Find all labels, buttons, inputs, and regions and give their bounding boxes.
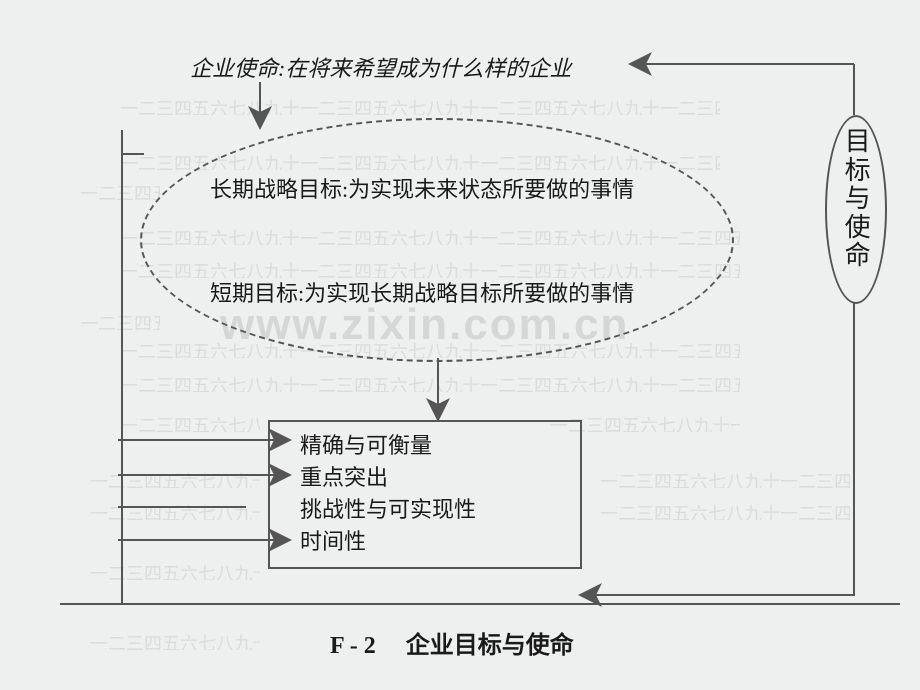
goals-ellipse	[140, 118, 734, 362]
criteria-item: 挑战性与可实现性	[300, 496, 476, 525]
criteria-item: 时间性	[300, 528, 366, 557]
long-term-goal-text: 长期战略目标:为实现未来状态所要做的事情	[210, 176, 634, 205]
mission-statement: 企业使命:在将来希望成为什么样的企业	[190, 55, 571, 84]
criteria-item: 精确与可衡量	[300, 432, 432, 461]
side-vertical-label: 目标与使命	[842, 128, 873, 271]
diagram-stage: 一二三四五六七八九十一二三四五六七八九十一二三四五六七八九十一二三四五六七八九十…	[0, 0, 920, 690]
caption-label: F - 2	[330, 633, 376, 659]
caption-title: 企业目标与使命	[406, 633, 574, 659]
short-term-goal-text: 短期目标:为实现长期战略目标所要做的事情	[210, 280, 634, 309]
criteria-item: 重点突出	[300, 464, 388, 493]
figure-caption: F - 2 企业目标与使命	[330, 625, 574, 660]
